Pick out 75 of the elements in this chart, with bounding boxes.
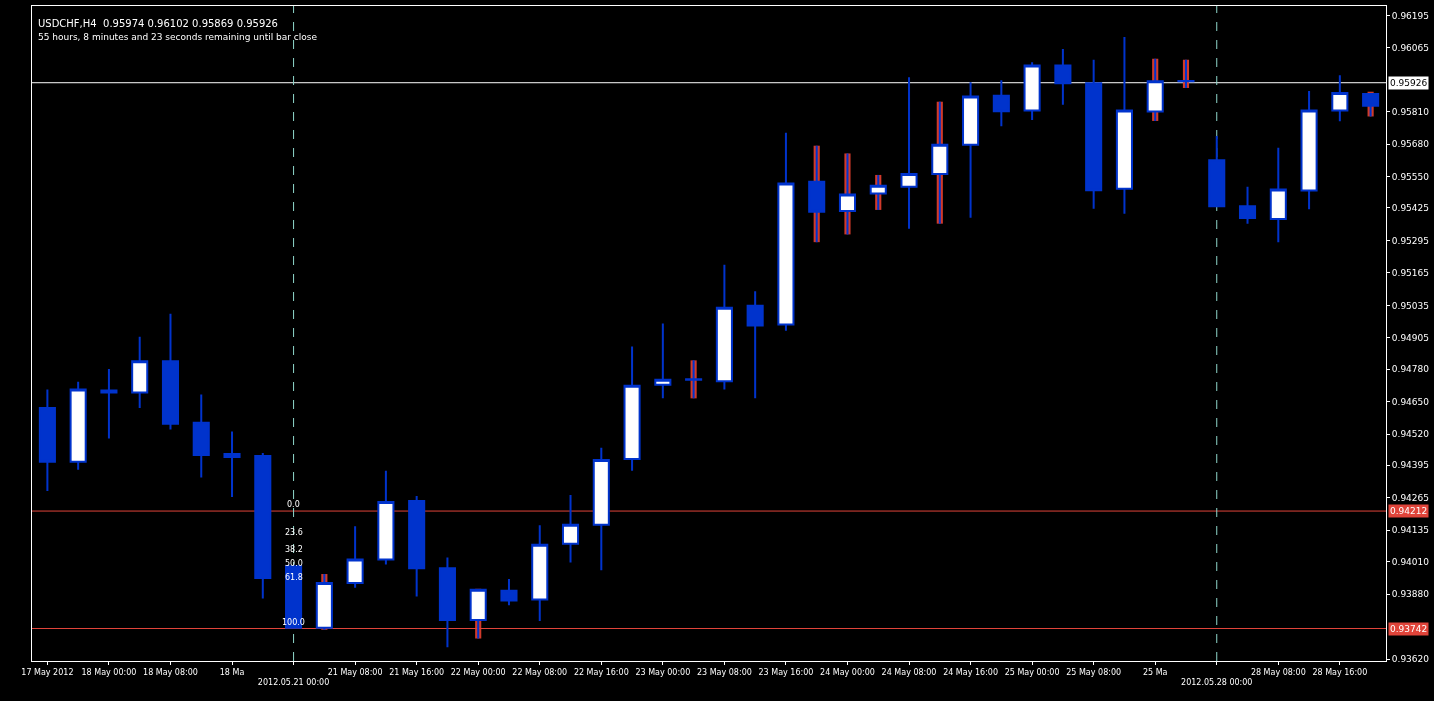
y-tick-label: 0.95425 (1391, 203, 1430, 214)
candlestick (438, 556, 456, 649)
y-tick-label: 0.94395 (1391, 460, 1430, 471)
x-tick-label: 2012.05.28 00:00 (1181, 678, 1253, 687)
candlestick (1054, 47, 1072, 106)
y-tick-label: 0.96065 (1391, 43, 1430, 54)
candlestick (223, 430, 241, 499)
y-tick-label: 0.95550 (1391, 171, 1430, 182)
ref-line-label: 0.93742 (1390, 624, 1428, 634)
y-tick-label: 0.94780 (1391, 364, 1430, 375)
x-tick-label: 22 May 16:00 (573, 667, 629, 677)
y-tick-label: 0.94650 (1391, 396, 1430, 407)
y-tick-label: 0.96195 (1391, 10, 1430, 21)
x-tick-label: 28 May 16:00 (1312, 667, 1368, 677)
x-tick-label: 24 May 16:00 (943, 667, 998, 677)
candlestick (161, 312, 180, 431)
x-tick-label: 28 May 08:00 (1250, 667, 1306, 677)
y-tick-label: 0.94265 (1391, 492, 1430, 503)
candlestick (69, 380, 87, 471)
x-tick-label: 22 May 08:00 (512, 667, 568, 677)
x-tick-label: 18 Ma (219, 667, 245, 677)
x-tick-label: 23 May 00:00 (635, 667, 691, 677)
candlestick (1085, 58, 1103, 210)
candlestick (654, 322, 672, 400)
text: USDCHF,H4 0.95974 0.96102 0.95869 0.95926 (38, 18, 278, 29)
candlestick (500, 578, 518, 607)
x-tick-label: 23 May 08:00 (696, 667, 752, 677)
x-tick-label: 24 May 08:00 (881, 667, 937, 677)
annotation: 55 hours, 8 minutes and 23 seconds remaining until bar close (38, 32, 318, 42)
x-tick-label: 21 May 16:00 (389, 667, 445, 677)
y-tick-label: 0.95035 (1391, 300, 1430, 311)
y-tick-label: 0.95295 (1391, 235, 1430, 246)
candlestick (1208, 134, 1226, 208)
y-tick-label: 0.94520 (1391, 429, 1430, 440)
candlestick (715, 263, 733, 391)
candlestick (254, 452, 272, 600)
y-tick-label: 0.94135 (1391, 525, 1430, 536)
x-tick-label: 25 May 00:00 (1004, 667, 1060, 677)
candlestick (746, 290, 764, 400)
candlestick (408, 495, 426, 598)
candlestick (623, 345, 641, 472)
x-tick-label: 25 May 08:00 (1066, 667, 1122, 677)
candlestick (377, 469, 395, 566)
candlestick (1300, 89, 1318, 211)
y-tick-label: 0.94010 (1391, 556, 1430, 567)
x-tick-label: 21 May 08:00 (327, 667, 383, 677)
candlestick (1269, 146, 1287, 244)
x-tick-label: 23 May 16:00 (758, 667, 814, 677)
candlestick (100, 368, 118, 440)
x-tick-label: 22 May 00:00 (450, 667, 506, 677)
y-tick-label: 0.95680 (1391, 139, 1430, 150)
annotation: 0.0 (287, 500, 300, 509)
y-tick-label: 0.94905 (1391, 333, 1430, 344)
y-tick-label: 0.95165 (1391, 268, 1430, 279)
x-tick-label: 25 Ma (1142, 667, 1168, 677)
candlestick (346, 525, 364, 589)
candlestick (992, 79, 1010, 128)
candlestick (561, 494, 580, 564)
ref-line-label: 0.95926 (1390, 78, 1428, 88)
candlestick (38, 388, 56, 493)
x-tick-label: 17 May 2012 (21, 667, 74, 677)
candlestick (777, 131, 795, 332)
x-tick-label: 18 May 00:00 (81, 667, 137, 677)
candlestick (131, 335, 149, 410)
candlestick (592, 446, 610, 572)
y-tick-label: 0.93880 (1391, 589, 1430, 600)
candlestick (1238, 185, 1257, 225)
candlestick (531, 524, 549, 623)
x-tick-label: 18 May 08:00 (143, 667, 198, 677)
x-tick-label: 2012.05.21 00:00 (257, 678, 330, 687)
y-tick-label: 0.95810 (1391, 106, 1430, 117)
ref-line-label: 0.94212 (1390, 506, 1428, 516)
x-tick-label: 24 May 00:00 (820, 667, 875, 677)
candlestick (192, 393, 210, 479)
y-tick-label: 0.93620 (1391, 654, 1430, 665)
